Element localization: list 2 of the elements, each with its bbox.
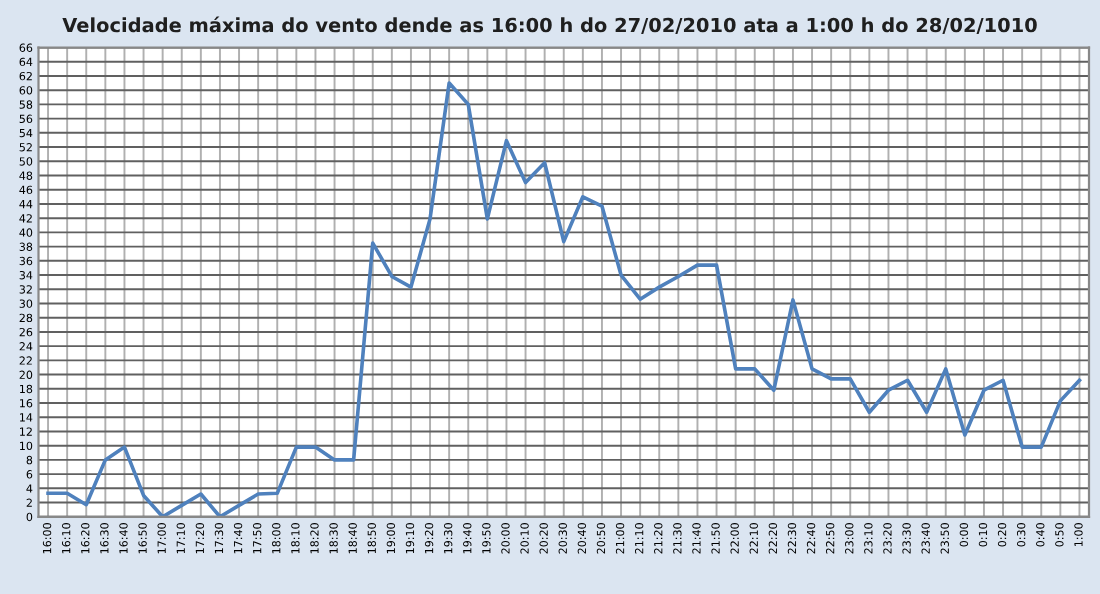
line-series xyxy=(46,81,1082,517)
chart-title: Velocidade máxima do vento dende as 16:00 h do 27/02/2010 ata a 1:00 h do 28/02/1010 xyxy=(62,16,1037,34)
